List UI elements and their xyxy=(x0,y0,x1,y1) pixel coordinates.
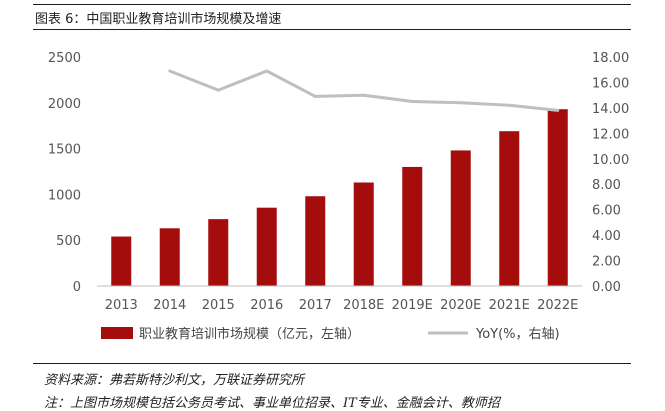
bar xyxy=(305,196,326,286)
y-left-tick-label: 500 xyxy=(56,234,81,249)
bar xyxy=(256,207,277,286)
x-tick-label: 2016 xyxy=(250,298,283,313)
legend-label-bar: 职业教育培训市场规模（亿元，左轴） xyxy=(139,326,360,342)
x-tick-label: 2014 xyxy=(153,298,186,313)
x-tick-label: 2017 xyxy=(299,298,332,313)
y-right-tick-label: 0.00 xyxy=(592,280,621,295)
yoy-point xyxy=(313,94,317,98)
y-right-tick-label: 18.00 xyxy=(592,51,629,66)
y-right-tick-label: 10.00 xyxy=(592,153,629,168)
yoy-point xyxy=(265,69,269,73)
yoy-point xyxy=(168,69,172,73)
y-left-tick-label: 2000 xyxy=(48,97,81,112)
y-left-tick-label: 1500 xyxy=(48,143,81,158)
bar xyxy=(547,109,568,286)
y-left-tick-label: 0 xyxy=(73,280,81,295)
bar xyxy=(353,182,374,286)
y-right-tick-label: 8.00 xyxy=(592,178,621,193)
x-tick-label: 2019E xyxy=(392,298,433,313)
yoy-point xyxy=(216,88,220,92)
y-right-tick-label: 16.00 xyxy=(592,76,629,91)
y-left-tick-label: 1000 xyxy=(48,188,81,203)
bar xyxy=(111,236,132,286)
bar xyxy=(499,131,520,286)
figure-title: 图表 6：中国职业教育培训市场规模及增速 xyxy=(35,11,282,27)
figure-title-bar: 图表 6：中国职业教育培训市场规模及增速 xyxy=(33,4,631,30)
y-right-tick-label: 4.00 xyxy=(592,229,621,244)
y-left-tick-label: 2500 xyxy=(48,51,81,66)
bar xyxy=(402,166,423,286)
bar xyxy=(159,228,180,286)
x-tick-label: 2022E xyxy=(537,298,578,313)
bar xyxy=(208,219,229,286)
x-tick-label: 2015 xyxy=(202,298,235,313)
x-tick-label: 2013 xyxy=(105,298,138,313)
bar xyxy=(450,150,471,286)
legend-label-line: YoY(%，右轴) xyxy=(475,327,560,342)
yoy-point xyxy=(507,103,511,107)
x-tick-label: 2018E xyxy=(343,298,384,313)
yoy-point xyxy=(362,93,366,97)
y-right-tick-label: 2.00 xyxy=(592,255,621,270)
y-right-tick-label: 6.00 xyxy=(592,204,621,219)
source-text: 资料来源：弗若斯特沙利文，万联证券研究所 xyxy=(44,373,305,388)
note-text: 注：上图市场规模包括公务员考试、事业单位招录、IT专业、金融会计、教师招 xyxy=(44,396,500,411)
yoy-line xyxy=(169,69,558,112)
x-tick-label: 2021E xyxy=(489,298,530,313)
source-divider xyxy=(33,363,631,364)
y-right-tick-label: 12.00 xyxy=(592,127,629,142)
yoy-point xyxy=(459,101,463,105)
yoy-point xyxy=(556,108,560,112)
y-right-tick-label: 14.00 xyxy=(592,102,629,117)
yoy-point xyxy=(410,100,414,104)
x-tick-label: 2020E xyxy=(440,298,481,313)
legend-swatch-bar xyxy=(101,327,133,339)
